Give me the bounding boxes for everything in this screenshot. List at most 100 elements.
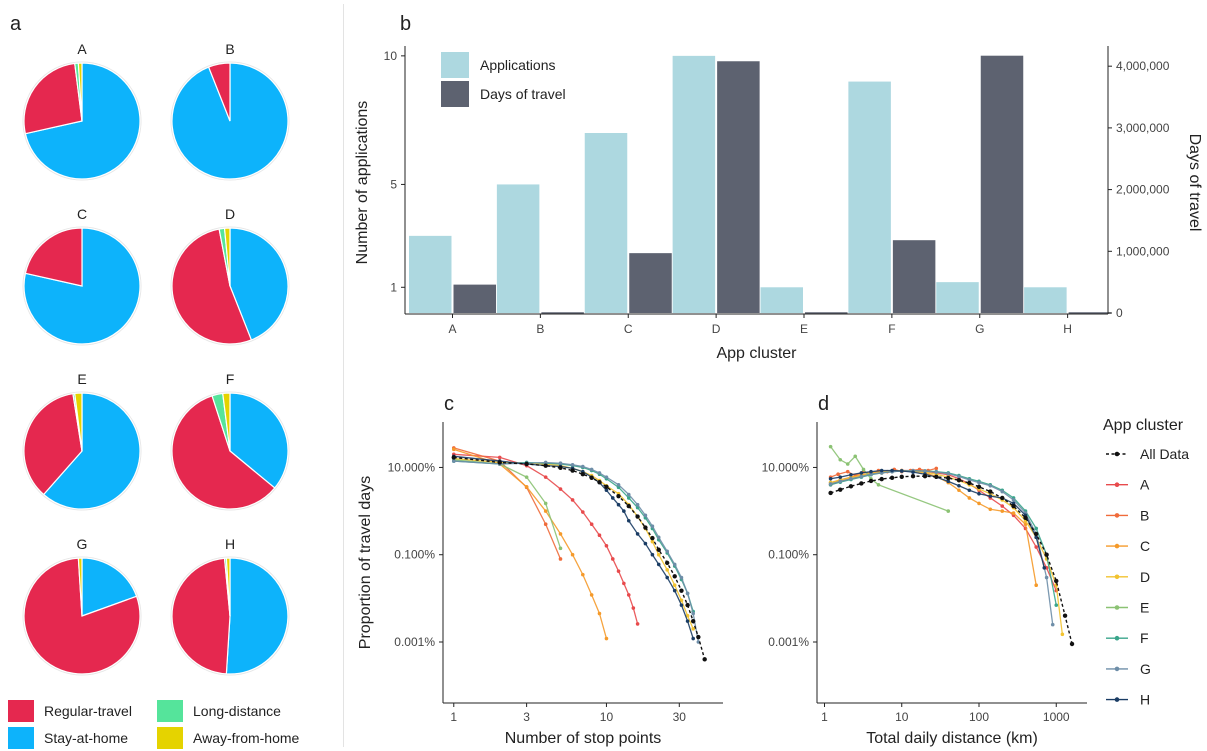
- pie-slice-A-regular-travel: [23, 62, 83, 135]
- ytick-label-left-b: 1: [390, 280, 397, 294]
- pie-outline: [170, 61, 290, 181]
- point-c-h: [626, 518, 631, 523]
- point-c-c: [543, 509, 548, 513]
- point-d-h: [838, 475, 843, 479]
- legend-swatch-regular: [8, 700, 34, 722]
- bar-applications-G: [936, 282, 979, 313]
- pie-slice-D-away-from-home: [223, 227, 231, 287]
- xtick-label-b-C: C: [624, 322, 633, 336]
- series-line-c-g: [453, 460, 699, 643]
- point-d-f: [1054, 603, 1059, 607]
- point-c-b: [558, 557, 563, 561]
- legend-marker-f: [1114, 635, 1120, 641]
- point-c-a: [497, 455, 502, 460]
- point-d-h: [899, 469, 904, 473]
- legend-swatch-applications: [441, 52, 469, 78]
- point-d-g: [1044, 575, 1049, 580]
- point-d-all-data: [879, 476, 884, 482]
- point-c-h: [691, 636, 695, 641]
- legend-label-a: A: [1140, 477, 1150, 493]
- series-line-c-f: [453, 460, 694, 612]
- series-line-d-d: [830, 470, 1064, 635]
- point-c-g: [581, 464, 585, 469]
- pie-slice-H-away-from-home: [225, 557, 231, 617]
- pie-slice-D-stay-at-home: [229, 227, 289, 341]
- pie-title-G: G: [77, 536, 88, 552]
- legend-marker-all-data: [1114, 451, 1120, 457]
- pie-slice-C-stay-at-home: [23, 227, 141, 345]
- point-d-a: [1034, 545, 1038, 549]
- point-d-all-data: [1069, 641, 1075, 647]
- point-c-e: [543, 501, 548, 506]
- point-d-h: [977, 491, 981, 496]
- xtick-label-b-E: E: [800, 322, 808, 336]
- point-d-g: [838, 479, 843, 484]
- point-d-all-data: [1011, 503, 1016, 509]
- point-c-g: [558, 461, 563, 466]
- legend-label-away: Away-from-home: [193, 730, 300, 746]
- point-c-d: [679, 598, 684, 603]
- pie-slice-G-regular-travel: [23, 557, 141, 675]
- xtick-label-c: 1: [450, 710, 457, 724]
- panel-label-d: d: [818, 393, 829, 415]
- xlabel-c: Number of stop points: [505, 730, 662, 747]
- point-d-e: [853, 454, 858, 459]
- pie-slice-A-away-from-home: [77, 62, 83, 122]
- pie-slice-A-stay-at-home: [24, 62, 141, 180]
- point-c-all-data: [679, 588, 684, 593]
- xtick-label-b-B: B: [536, 322, 544, 336]
- point-d-g: [923, 469, 927, 474]
- point-c-a: [581, 510, 585, 514]
- point-c-a: [570, 498, 575, 502]
- point-d-g: [1011, 498, 1016, 502]
- point-c-h: [610, 496, 615, 500]
- pie-title-A: A: [77, 41, 87, 57]
- point-c-d: [691, 627, 695, 631]
- point-c-h: [616, 502, 621, 507]
- point-d-all-data: [838, 487, 843, 492]
- point-c-a: [626, 593, 631, 597]
- xtick-label-c: 30: [673, 710, 687, 724]
- point-c-a: [604, 544, 609, 548]
- ytick-label-d: 0.100%: [768, 548, 809, 562]
- point-d-all-data: [988, 489, 993, 494]
- legend-label-days: Days of travel: [480, 86, 566, 102]
- point-c-all-data: [616, 493, 621, 499]
- series-line-d-c: [830, 469, 1037, 586]
- point-c-all-data: [543, 463, 548, 468]
- xtick-label-c: 3: [523, 710, 530, 724]
- pie-title-H: H: [225, 536, 235, 552]
- pie-slice-E-away-from-home: [74, 392, 83, 452]
- point-d-all-data: [848, 484, 854, 489]
- ytick-label-d: 0.001%: [768, 635, 809, 649]
- point-d-all-data: [934, 474, 939, 480]
- point-c-h: [665, 575, 669, 580]
- xtick-label-d: 100: [969, 710, 989, 724]
- point-c-h: [685, 619, 690, 623]
- pie-slice-E-stay-at-home: [42, 392, 141, 510]
- point-c-all-data: [497, 460, 502, 465]
- legend-label-e: E: [1140, 600, 1149, 616]
- ylabel-right-b: Days of travel: [1186, 134, 1203, 232]
- point-d-h: [859, 471, 864, 475]
- point-d-g: [977, 480, 981, 485]
- point-c-d: [665, 568, 669, 572]
- point-c-a: [589, 522, 594, 527]
- legend-label-long: Long-distance: [193, 703, 281, 719]
- legend-swatch-home: [8, 727, 34, 749]
- point-d-h: [988, 494, 993, 498]
- legend-swatch-days: [441, 81, 469, 107]
- pie-title-E: E: [77, 371, 86, 387]
- point-c-g: [597, 471, 602, 475]
- point-c-f: [626, 496, 631, 500]
- point-c-g: [616, 483, 621, 487]
- ytick-label-c: 10.000%: [388, 460, 436, 474]
- point-c-all-data: [580, 472, 585, 477]
- ytick-label-right-b: 2,000,000: [1116, 183, 1170, 197]
- point-d-all-data: [1023, 515, 1028, 521]
- pie-slice-F-stay-at-home: [229, 392, 289, 489]
- point-d-h: [849, 472, 853, 477]
- point-c-g: [691, 611, 695, 616]
- point-d-g: [967, 478, 972, 482]
- ylabel-c: Proportion of travel days: [357, 476, 374, 649]
